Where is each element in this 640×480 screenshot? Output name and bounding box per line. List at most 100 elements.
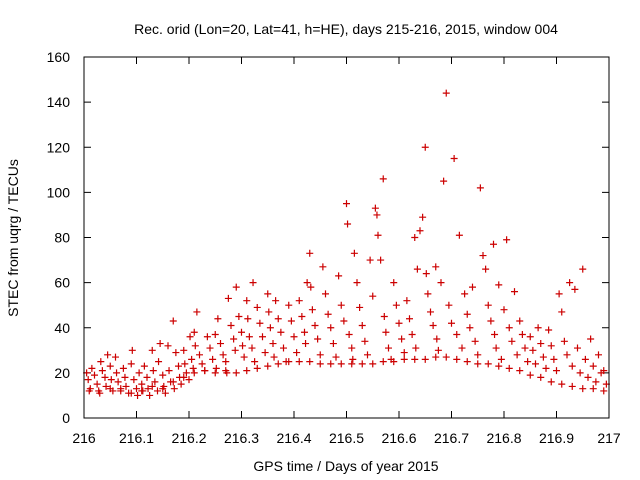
data-point — [600, 367, 608, 375]
data-point — [412, 344, 420, 352]
data-point — [348, 344, 356, 352]
data-point — [482, 265, 490, 273]
data-point — [274, 360, 282, 368]
data-point — [169, 378, 177, 386]
data-point — [148, 382, 156, 390]
data-point — [547, 378, 555, 386]
data-point — [172, 349, 180, 357]
data-point — [421, 143, 429, 151]
data-point — [589, 385, 597, 393]
data-point — [301, 328, 308, 336]
data-point — [161, 389, 169, 397]
data-point — [269, 340, 277, 348]
data-point — [159, 385, 167, 393]
data-point — [159, 371, 167, 379]
data-point — [177, 380, 185, 388]
data-point — [516, 367, 524, 375]
y-tick-label: 160 — [47, 49, 71, 65]
data-point — [266, 324, 274, 332]
x-tick-label: 216.7 — [434, 430, 469, 446]
data-point — [224, 294, 232, 302]
data-point — [91, 371, 98, 379]
data-point — [524, 358, 532, 366]
data-point — [584, 373, 592, 381]
data-point — [182, 369, 190, 377]
data-point — [238, 328, 245, 336]
data-point — [274, 315, 282, 323]
data-point — [349, 355, 357, 363]
data-point — [505, 324, 513, 332]
data-point — [566, 279, 574, 287]
data-point — [277, 328, 285, 336]
data-point — [392, 301, 400, 309]
data-point — [96, 389, 104, 397]
data-point — [93, 380, 101, 388]
x-tick-label: 216 — [72, 430, 96, 446]
data-point — [371, 204, 379, 212]
x-axis-label: GPS time / Days of year 2015 — [253, 458, 438, 474]
data-point — [505, 364, 513, 372]
data-point — [508, 337, 516, 345]
data-point — [411, 355, 419, 363]
data-point — [526, 333, 534, 341]
data-point — [390, 279, 398, 287]
data-point — [155, 358, 163, 366]
data-point — [303, 279, 311, 287]
data-point — [413, 265, 421, 273]
data-point — [374, 231, 382, 239]
data-point — [293, 349, 301, 357]
data-point — [104, 351, 112, 359]
data-point — [107, 376, 115, 384]
data-point — [350, 249, 358, 257]
data-point — [495, 362, 503, 370]
data-point — [390, 358, 398, 366]
data-point — [560, 337, 568, 345]
data-point — [287, 317, 295, 325]
data-point — [406, 315, 413, 323]
data-point — [151, 378, 159, 386]
data-point — [529, 346, 537, 354]
data-point — [188, 355, 196, 363]
data-point — [581, 355, 589, 363]
data-point — [306, 358, 314, 366]
data-point — [327, 324, 335, 332]
data-point — [329, 340, 337, 348]
data-point — [316, 360, 324, 368]
data-point — [526, 371, 534, 379]
data-point — [558, 308, 566, 316]
data-point — [537, 340, 545, 348]
data-point — [314, 335, 322, 343]
data-point — [337, 301, 345, 309]
data-point — [143, 373, 151, 381]
data-point — [113, 369, 121, 377]
y-tick-label: 120 — [47, 139, 71, 155]
data-point — [164, 342, 172, 350]
data-point — [261, 349, 269, 357]
data-point — [97, 358, 105, 366]
data-point — [343, 200, 350, 208]
data-point — [245, 333, 253, 341]
data-point — [122, 382, 130, 390]
data-point — [395, 319, 403, 327]
data-point — [253, 303, 261, 311]
data-point — [244, 315, 252, 323]
data-point — [437, 279, 445, 287]
data-point — [348, 360, 356, 368]
data-point — [270, 353, 278, 361]
data-point — [490, 240, 497, 248]
data-point — [156, 340, 164, 348]
data-point — [190, 369, 198, 377]
data-point — [198, 360, 206, 368]
data-point — [135, 369, 143, 377]
data-point — [193, 308, 201, 316]
data-point — [138, 380, 146, 388]
data-point — [206, 344, 214, 352]
data-point — [344, 220, 352, 228]
data-point — [495, 281, 503, 289]
data-point — [479, 252, 487, 260]
data-point — [474, 360, 482, 368]
data-point — [484, 301, 492, 309]
data-point — [340, 317, 348, 325]
data-point — [209, 355, 217, 363]
data-point — [547, 342, 555, 350]
